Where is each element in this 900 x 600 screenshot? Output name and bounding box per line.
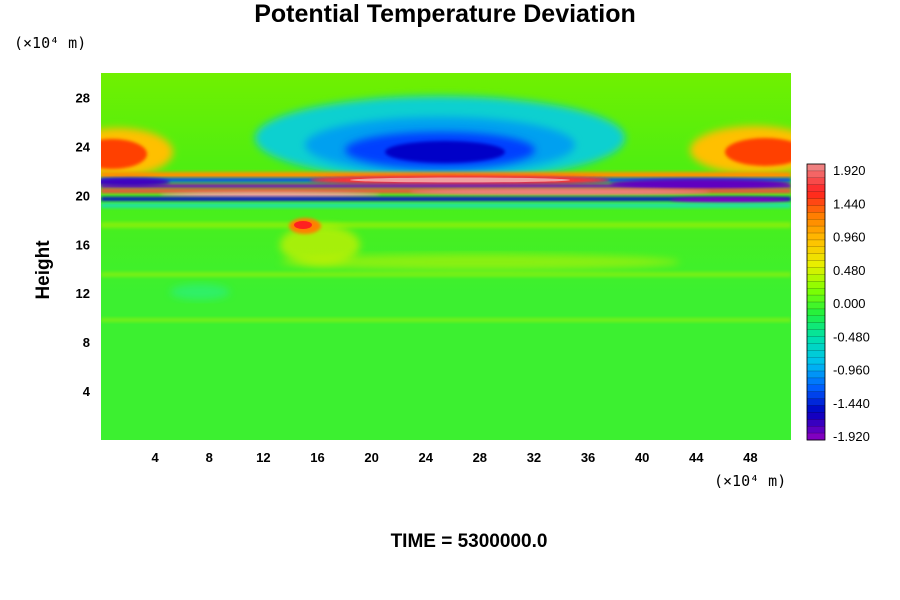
colorbar-segment: [807, 384, 825, 392]
colorbar-segment: [807, 364, 825, 372]
x-tick-label: 12: [256, 450, 270, 465]
colorbar-segment: [807, 177, 825, 185]
colorbar-segment: [807, 260, 825, 268]
y-tick-label: 8: [83, 335, 90, 350]
colorbar-segment: [807, 267, 825, 275]
colorbar-segment: [807, 412, 825, 420]
colorbar-segment: [807, 226, 825, 234]
colorbar-segment: [807, 239, 825, 248]
colorbar: 1.920 1.440 0.960 0.480 0.000 -0.480 -0.960 -1.…: [806, 163, 870, 444]
colorbar-segment: [807, 295, 825, 303]
colorbar-tick-label: -0.960: [833, 363, 870, 378]
colorbar-segment: [807, 357, 825, 365]
colorbar-segment: [807, 398, 825, 406]
colorbar-segment: [807, 233, 825, 241]
colorbar-tick-label: -1.440: [833, 396, 870, 411]
x-axis-ticks: 4 8 12 16 20 24 28 32 36 40 44 48: [152, 450, 758, 465]
x-tick-label: 44: [689, 450, 704, 465]
colorbar-segment: [807, 246, 825, 254]
y-tick-label: 20: [76, 188, 90, 203]
x-tick-label: 28: [473, 450, 487, 465]
y-tick-label: 24: [76, 139, 91, 154]
colorbar-segment: [807, 419, 825, 427]
colorbar-segment: [807, 170, 825, 179]
colorbar-segment: [807, 191, 825, 199]
cold-core: [385, 141, 505, 163]
colorbar-segment: [807, 288, 825, 296]
colorbar-frame: [806, 163, 826, 441]
colorbar-tick-label: -1.920: [833, 429, 870, 444]
colorbar-segment: [807, 322, 825, 330]
y-tick-label: 4: [83, 384, 91, 399]
colorbar-segment: [807, 212, 825, 220]
warm-left-core: [101, 139, 147, 169]
x-tick-label: 36: [581, 450, 595, 465]
y-axis-unit: (×10⁴ m): [14, 34, 87, 52]
colorbar-segment: [807, 308, 825, 317]
colorbar-segment: [807, 350, 825, 358]
x-axis-unit: (×10⁴ m): [714, 472, 787, 490]
x-tick-label: 48: [743, 450, 757, 465]
purple-band: [101, 184, 791, 188]
y-tick-label: 28: [76, 90, 90, 105]
x-tick-label: 16: [310, 450, 324, 465]
colorbar-segment: [807, 405, 825, 413]
colorbar-tick-label: 0.480: [833, 263, 866, 278]
time-label: TIME = 5300000.0: [390, 531, 548, 552]
x-tick-label: 24: [418, 450, 433, 465]
colorbar-segment: [807, 281, 825, 289]
chart-title: Potential Temperature Deviation: [254, 0, 636, 28]
colorbar-tick-label: 0.000: [833, 296, 866, 311]
colorbar-segment: [807, 205, 825, 213]
colorbar-tick-label: -0.480: [833, 329, 870, 344]
colorbar-tick-label: 0.960: [833, 230, 866, 245]
colorbar-segment: [807, 164, 825, 172]
colorbar-segment: [807, 198, 825, 206]
colorbar-segment: [807, 343, 825, 351]
y-axis-ticks: 4 8 12 16 20 24 28: [76, 90, 91, 399]
colorbar-segment: [807, 219, 825, 227]
y-tick-label: 12: [76, 286, 90, 301]
colorbar-segment: [807, 426, 825, 434]
colorbar-segment: [807, 391, 825, 399]
colorbar-segment: [807, 253, 825, 261]
colorbar-segment: [807, 184, 825, 192]
colorbar-segment: [807, 371, 825, 379]
colorbar-segment: [807, 315, 825, 323]
colorbar-segment: [807, 433, 825, 441]
plot-area: [101, 73, 791, 440]
x-tick-label: 4: [152, 450, 160, 465]
x-tick-label: 8: [206, 450, 213, 465]
x-tick-label: 20: [364, 450, 378, 465]
colorbar-tick-label: 1.440: [833, 196, 866, 211]
warm-right-core: [725, 138, 791, 166]
x-tick-label: 40: [635, 450, 649, 465]
colorbar-tick-label: 1.920: [833, 163, 866, 178]
colorbar-segment: [807, 377, 825, 386]
y-tick-label: 16: [76, 237, 90, 252]
colorbar-segment: [807, 336, 825, 344]
colorbar-segment: [807, 274, 825, 282]
colorbar-segment: [807, 302, 825, 310]
x-tick-label: 32: [527, 450, 541, 465]
colorbar-segment: [807, 329, 825, 337]
